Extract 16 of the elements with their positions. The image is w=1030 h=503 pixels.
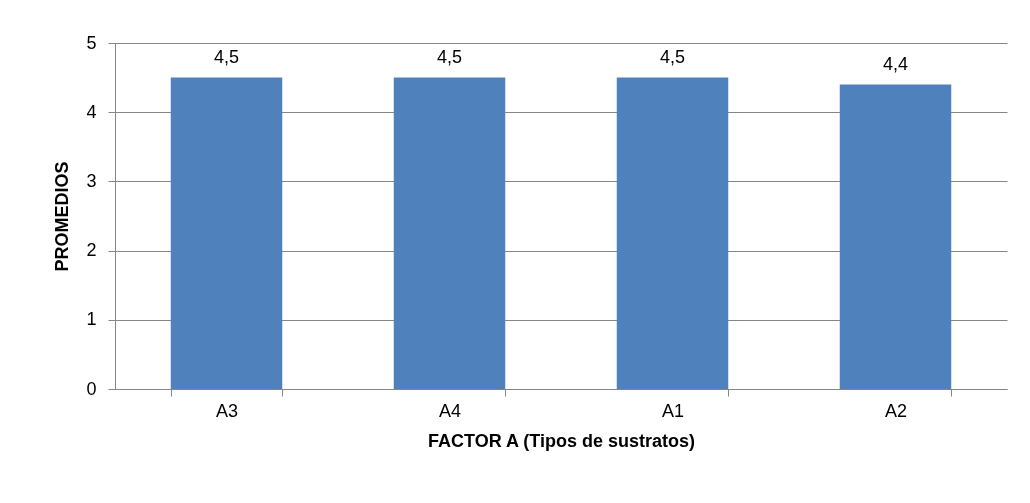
y-tick-label: 2: [86, 240, 97, 261]
y-tick-label: 0: [86, 378, 97, 399]
y-tick-label: 5: [86, 32, 97, 53]
data-label: 4,5: [213, 46, 240, 67]
x-tick-label: A4: [438, 400, 462, 421]
data-label: 4,5: [436, 46, 463, 67]
data-label: 4,5: [659, 46, 686, 67]
x-axis-title: FACTOR A (Tipos de sustratos): [427, 430, 696, 451]
x-tick-label: A3: [215, 400, 239, 421]
x-tick-label: A2: [884, 400, 908, 421]
data-label: 4,4: [882, 53, 909, 74]
y-axis-title: PROMEDIOS: [52, 161, 73, 272]
x-tick-label: A1: [661, 400, 685, 421]
y-tick-label: 4: [86, 101, 97, 122]
y-tick-label: 3: [86, 170, 97, 191]
y-tick-label: 1: [86, 309, 97, 330]
